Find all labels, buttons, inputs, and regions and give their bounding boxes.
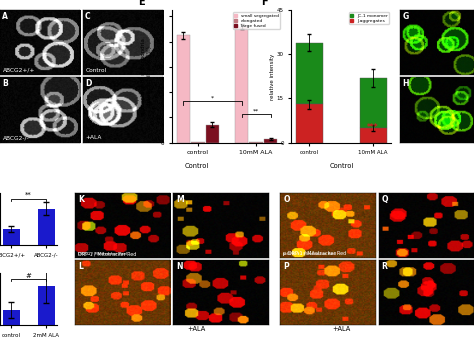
Bar <box>235 26 248 143</box>
Text: C: C <box>85 12 91 21</box>
Text: R: R <box>382 262 387 271</box>
Text: E: E <box>138 0 145 7</box>
Text: M: M <box>176 195 184 204</box>
Bar <box>296 104 323 143</box>
Text: G: G <box>402 12 409 21</box>
Bar <box>249 142 263 143</box>
Text: +ALA: +ALA <box>332 325 350 332</box>
Text: ***: *** <box>367 123 379 132</box>
Text: O: O <box>283 195 290 204</box>
Text: p-DRP-1 / Mitotracker Red: p-DRP-1 / Mitotracker Red <box>283 251 346 256</box>
Text: Control: Control <box>86 68 107 73</box>
Text: **: ** <box>25 192 32 198</box>
Text: p-DRP-1 / Mitotracker Red: p-DRP-1 / Mitotracker Red <box>283 252 336 256</box>
Legend: small segregated, elongated, large fused: small segregated, elongated, large fused <box>233 13 280 29</box>
Text: *: * <box>211 95 214 100</box>
Y-axis label: percentage of mitochondria
shape distribution (%): percentage of mitochondria shape distrib… <box>141 38 152 115</box>
Bar <box>360 128 387 143</box>
Text: F: F <box>262 0 268 7</box>
Text: Control: Control <box>329 163 354 169</box>
Text: **: ** <box>253 108 259 114</box>
Bar <box>264 139 277 143</box>
Text: ABCG2+/+: ABCG2+/+ <box>3 68 36 73</box>
Text: +ALA: +ALA <box>188 325 206 332</box>
Bar <box>38 208 55 245</box>
Bar <box>191 142 205 143</box>
Legend: JC-1 monomer, J-aggregates: JC-1 monomer, J-aggregates <box>349 13 389 24</box>
Text: DRP-1 / Mitotracker Red: DRP-1 / Mitotracker Red <box>78 252 127 256</box>
Bar <box>206 125 219 143</box>
Text: B: B <box>2 79 8 88</box>
Bar <box>360 78 387 128</box>
Text: L: L <box>78 262 82 271</box>
Text: ABCG2-/-: ABCG2-/- <box>3 135 30 140</box>
Text: #: # <box>26 273 32 279</box>
Text: Control: Control <box>184 163 209 169</box>
Bar <box>296 43 323 104</box>
Text: D: D <box>85 79 91 88</box>
Bar <box>177 35 190 143</box>
Bar <box>3 310 19 339</box>
Text: P: P <box>283 262 289 271</box>
Text: +ALA: +ALA <box>86 135 102 140</box>
Text: Q: Q <box>382 195 388 204</box>
Y-axis label: relative intensity: relative intensity <box>270 53 275 100</box>
Text: N: N <box>176 262 182 271</box>
Bar <box>38 286 55 339</box>
Bar <box>3 230 19 245</box>
Text: H: H <box>402 79 409 88</box>
Text: A: A <box>2 12 8 21</box>
Text: K: K <box>78 195 84 204</box>
Text: DRP-1 / Mitotracker Red: DRP-1 / Mitotracker Red <box>78 251 136 256</box>
